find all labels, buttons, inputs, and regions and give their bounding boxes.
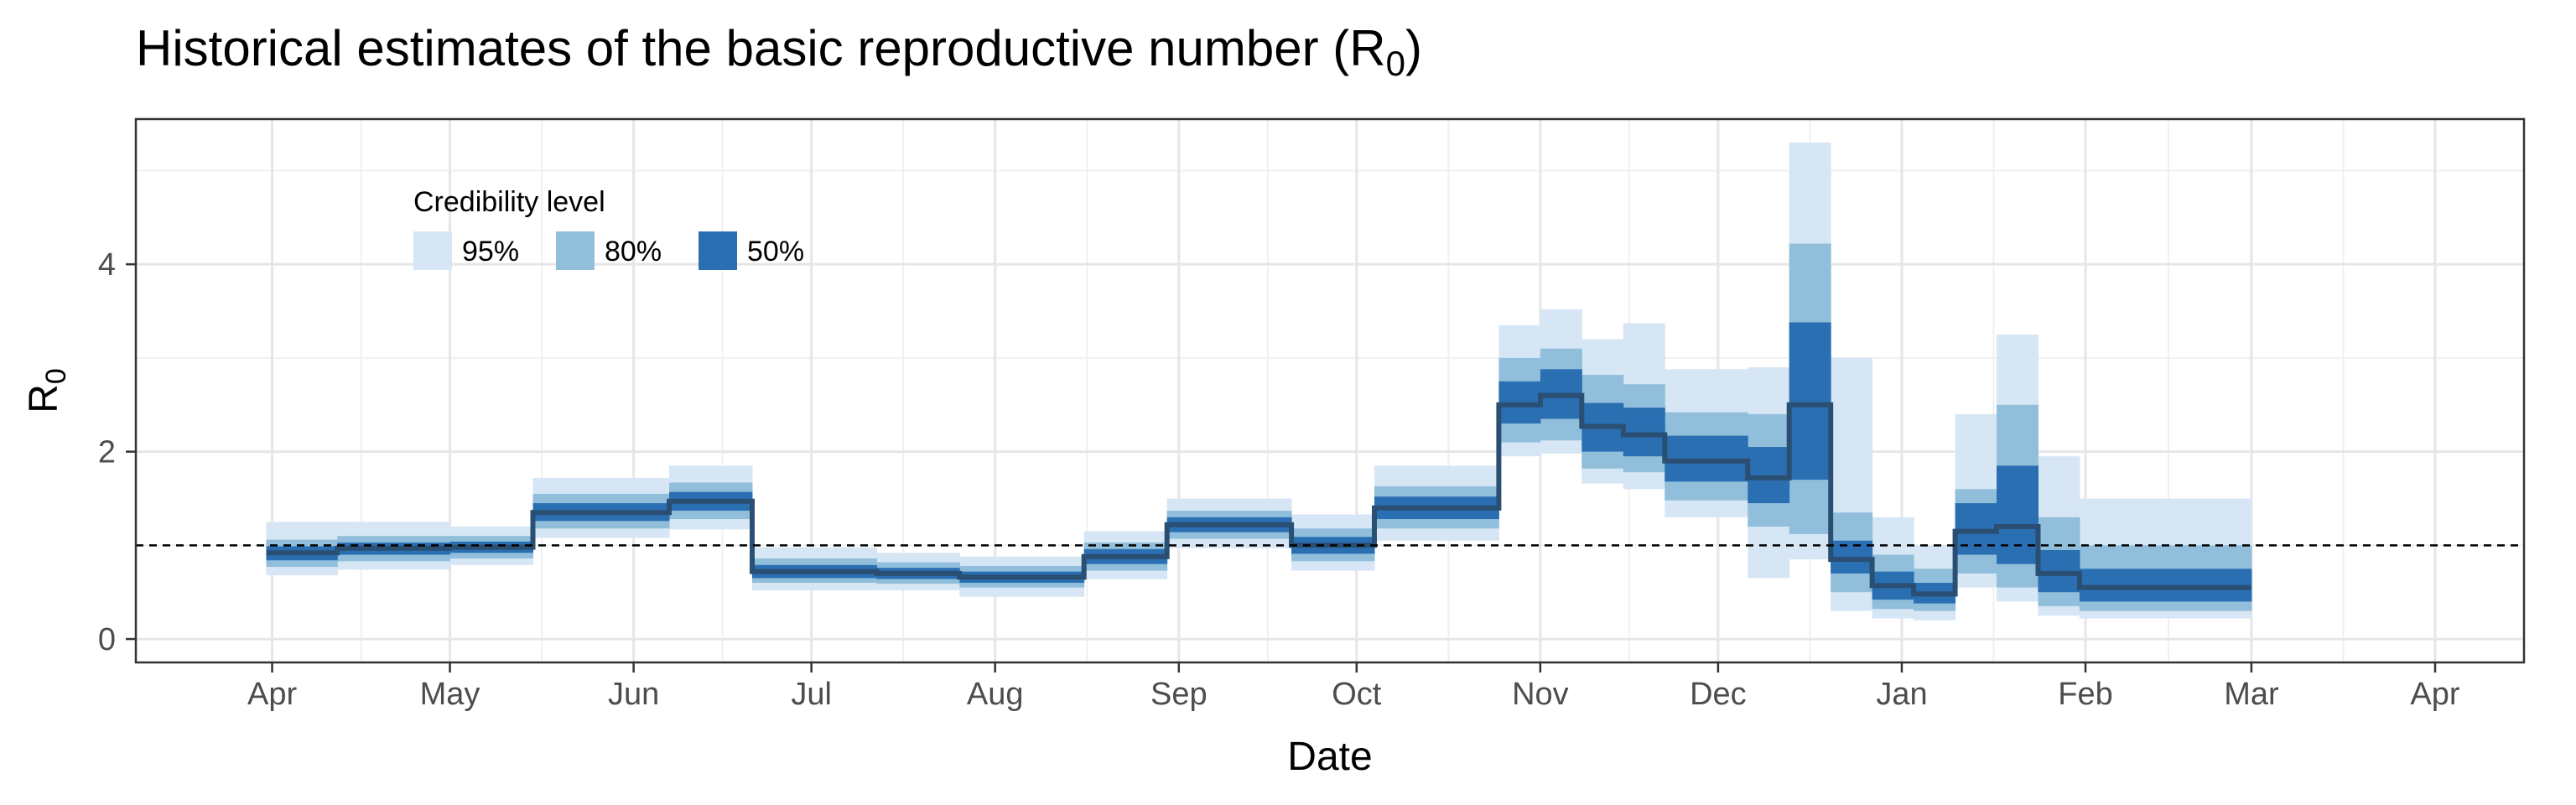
legend-title: Credibility level (413, 186, 605, 218)
chart-title: Historical estimates of the basic reprod… (136, 20, 1422, 83)
x-tick-label: Aug (967, 677, 1024, 712)
legend-key (699, 231, 737, 270)
x-tick-label: Jan (1876, 677, 1927, 712)
x-tick-label: May (420, 677, 480, 712)
y-tick-label: 2 (98, 435, 116, 470)
x-tick-label: Mar (2224, 677, 2279, 712)
legend-label: 80% (605, 236, 662, 267)
chart-title-subscript: 0 (1386, 44, 1405, 83)
ci50-band (1997, 465, 2039, 564)
chart-title-suffix: ) (1405, 20, 1422, 76)
x-axis-ticks: Apr May Jun Jul Aug Sep Oct Nov Dec Jan Feb Mar Apr (247, 662, 2460, 712)
plot-border (134, 117, 2526, 664)
ci50-band (1623, 408, 1665, 457)
chart-title-main: Historical estimates of the basic reprod… (136, 20, 1386, 76)
y-axis-title-main: R (22, 384, 66, 413)
legend-key (556, 231, 595, 270)
x-tick-label: Nov (1512, 677, 1569, 712)
median-line-group (266, 392, 2251, 597)
x-tick-label: Dec (1690, 677, 1747, 712)
x-tick-label: Feb (2058, 677, 2112, 712)
legend-entries: 95% 80% 50% (413, 231, 804, 270)
legend-label: 50% (747, 236, 804, 267)
x-tick-label: Sep (1150, 677, 1208, 712)
legend: Credibility level 95% 80% 50% (413, 186, 804, 270)
x-tick-label: Jun (608, 677, 659, 712)
x-tick-label: Jul (791, 677, 832, 712)
x-tick-label: Apr (2410, 677, 2459, 712)
y-axis-title: R0 (22, 368, 72, 413)
legend-key (413, 231, 452, 270)
x-tick-label: Oct (1332, 677, 1382, 712)
x-axis-title: Date (1287, 735, 1372, 779)
ci50-band (1748, 447, 1790, 504)
legend-label: 95% (462, 236, 519, 267)
y-tick-label: 0 (98, 622, 116, 657)
y-axis-title-subscript: 0 (40, 368, 72, 384)
x-tick-label: Apr (247, 677, 297, 712)
median-line (266, 392, 2251, 597)
y-tick-label: 4 (98, 247, 116, 283)
ci50-band (1789, 322, 1831, 480)
y-axis-ticks: 0 2 4 (98, 247, 136, 657)
